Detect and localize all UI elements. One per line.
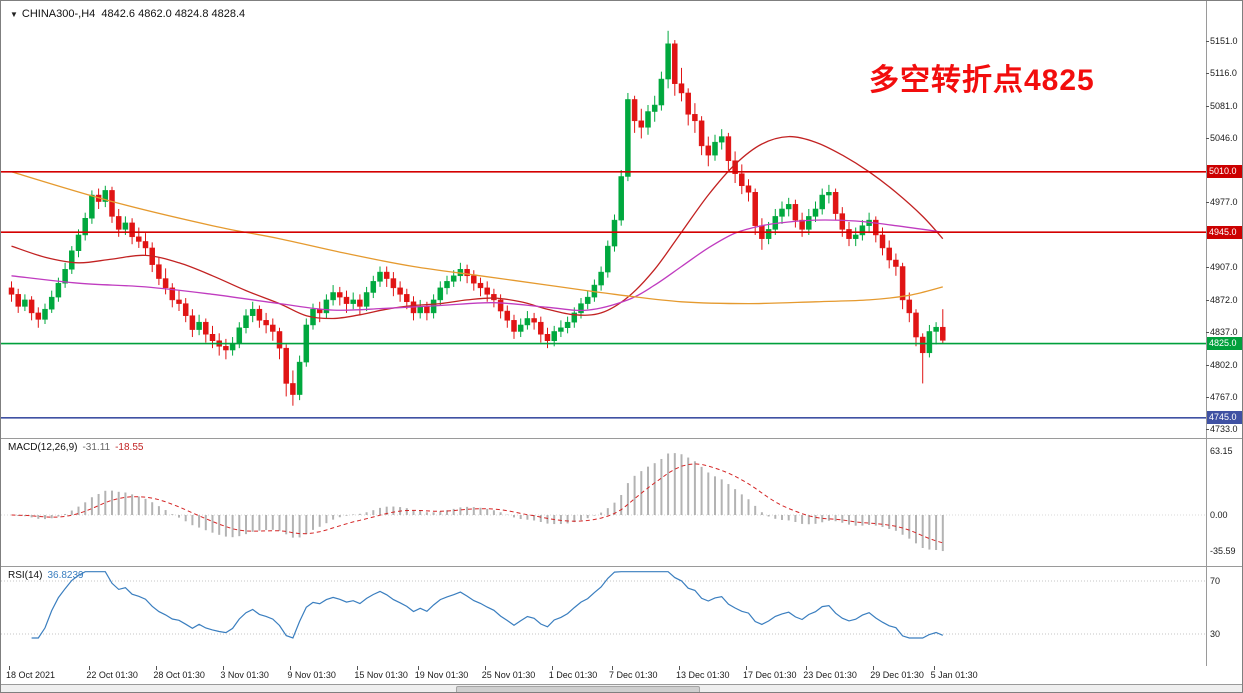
- rsi-scale-axis: 70 30: [1206, 566, 1242, 666]
- price-level-badge: 4745.0: [1207, 411, 1242, 424]
- time-tick: [89, 666, 91, 670]
- time-axis-label: 18 Oct 2021: [6, 670, 56, 680]
- time-axis-label: 19 Nov 01:30: [414, 670, 469, 680]
- time-tick: [806, 666, 808, 670]
- price-level-badge: 5010.0: [1207, 165, 1242, 178]
- rsi-indicator-pane[interactable]: [1, 566, 1207, 666]
- ma-slow-orange: [11, 171, 943, 305]
- scrollbar-thumb[interactable]: [456, 686, 700, 692]
- price-axis-label: 5116.0: [1210, 68, 1237, 79]
- time-axis-label: 3 Nov 01:30: [220, 670, 269, 680]
- time-tick: [484, 666, 486, 670]
- price-tick: [1206, 202, 1209, 204]
- price-tick: [1206, 364, 1209, 366]
- time-axis-label: 17 Dec 01:30: [743, 670, 797, 680]
- macd-indicator-pane[interactable]: [1, 438, 1207, 566]
- time-tick: [223, 666, 225, 670]
- price-axis-label: 4837.0: [1210, 327, 1238, 338]
- time-axis-label: 29 Dec 01:30: [870, 670, 924, 680]
- price-tick: [1206, 428, 1209, 430]
- symbol-dropdown-icon[interactable]: ▼: [10, 10, 18, 19]
- time-tick: [873, 666, 875, 670]
- price-tick: [1206, 267, 1209, 269]
- time-axis-label: 5 Jan 01:30: [930, 670, 978, 680]
- symbol-timeframe: CHINA300-,H4: [21, 8, 96, 20]
- price-axis-label: 4767.0: [1210, 392, 1238, 403]
- price-axis-label: 5081.0: [1210, 100, 1238, 111]
- time-tick: [357, 666, 359, 670]
- time-tick: [933, 666, 935, 670]
- time-axis-label: 23 Dec 01:30: [803, 670, 857, 680]
- price-axis-divider: [1206, 1, 1207, 666]
- pane-divider[interactable]: [1, 566, 1242, 567]
- price-tick: [1206, 397, 1209, 399]
- price-axis-label: 4872.0: [1210, 294, 1238, 305]
- time-axis-label: 13 Dec 01:30: [676, 670, 730, 680]
- macd-value-main: -31.11: [82, 442, 111, 453]
- chart-header: ▼ CHINA300-,H4 4842.6 4862.0 4824.8 4828.…: [10, 8, 245, 20]
- time-axis-label: 1 Dec 01:30: [548, 670, 598, 680]
- macd-scale-label: -35.59: [1210, 546, 1236, 557]
- time-tick: [9, 666, 10, 670]
- pane-divider[interactable]: [1, 438, 1242, 439]
- rsi-value: 36.8239: [47, 570, 84, 581]
- rsi-scale-label: 70: [1210, 576, 1221, 586]
- price-axis-label: 4802.0: [1210, 359, 1238, 370]
- price-tick: [1206, 105, 1209, 107]
- time-axis-label: 9 Nov 01:30: [287, 670, 336, 680]
- price-axis-label: 4907.0: [1210, 262, 1238, 273]
- time-axis-label: 7 Dec 01:30: [609, 670, 658, 680]
- time-tick: [290, 666, 292, 670]
- time-tick: [417, 666, 419, 670]
- macd-scale-label: 0.00: [1210, 510, 1228, 520]
- price-axis-label: 5046.0: [1210, 133, 1238, 144]
- time-axis[interactable]: 18 Oct 2021 22 Oct 01:30 28 Oct 01:30 3 Nov…: [1, 666, 1242, 684]
- macd-scale-axis: 63.15 0.00 -35.59: [1206, 438, 1242, 566]
- rsi-label: RSI(14) 36.8239: [8, 570, 84, 581]
- price-level-badge: 4945.0: [1207, 226, 1242, 239]
- price-tick: [1206, 332, 1209, 334]
- ohlc-readout: 4842.6 4862.0 4824.8 4828.4: [101, 8, 246, 20]
- time-tick: [679, 666, 680, 670]
- macd-signal-line: [11, 463, 943, 544]
- time-tick: [551, 666, 553, 670]
- rsi-line: [31, 571, 944, 639]
- rsi-scale-label: 30: [1210, 629, 1221, 639]
- macd-label: MACD(12,26,9) -31.11 -18.55: [8, 442, 143, 453]
- macd-name: MACD(12,26,9): [8, 442, 78, 453]
- time-axis-label: 15 Nov 01:30: [354, 670, 408, 680]
- annotation-text[interactable]: 多空转折点4825: [869, 64, 1095, 97]
- time-tick: [746, 666, 747, 670]
- rsi-name: RSI(14): [8, 570, 43, 581]
- time-tick: [612, 666, 613, 670]
- price-axis-label: 4733.0: [1210, 423, 1238, 434]
- horizontal-scrollbar[interactable]: [1, 684, 1242, 692]
- ma-medium-magenta: [11, 219, 943, 312]
- macd-scale-label: 63.15: [1210, 446, 1233, 457]
- ma-fast-red: [11, 135, 944, 320]
- time-tick: [156, 666, 158, 670]
- price-axis-label: 4977.0: [1210, 197, 1238, 208]
- price-tick: [1206, 299, 1209, 301]
- price-tick: [1206, 41, 1209, 42]
- time-axis-label: 22 Oct 01:30: [86, 670, 138, 680]
- price-level-badge: 4825.0: [1207, 337, 1242, 350]
- main-price-chart[interactable]: [1, 1, 1207, 438]
- time-axis-label: 28 Oct 01:30: [153, 670, 205, 680]
- time-axis-label: 25 Nov 01:30: [481, 670, 536, 680]
- price-axis[interactable]: 5151.0 5116.0 5081.0 5046.0 4977.0 4907.0 4872…: [1206, 1, 1242, 438]
- price-tick: [1206, 73, 1209, 75]
- price-tick: [1206, 138, 1209, 140]
- macd-value-signal: -18.55: [115, 442, 144, 453]
- price-axis-label: 5151.0: [1210, 36, 1238, 46]
